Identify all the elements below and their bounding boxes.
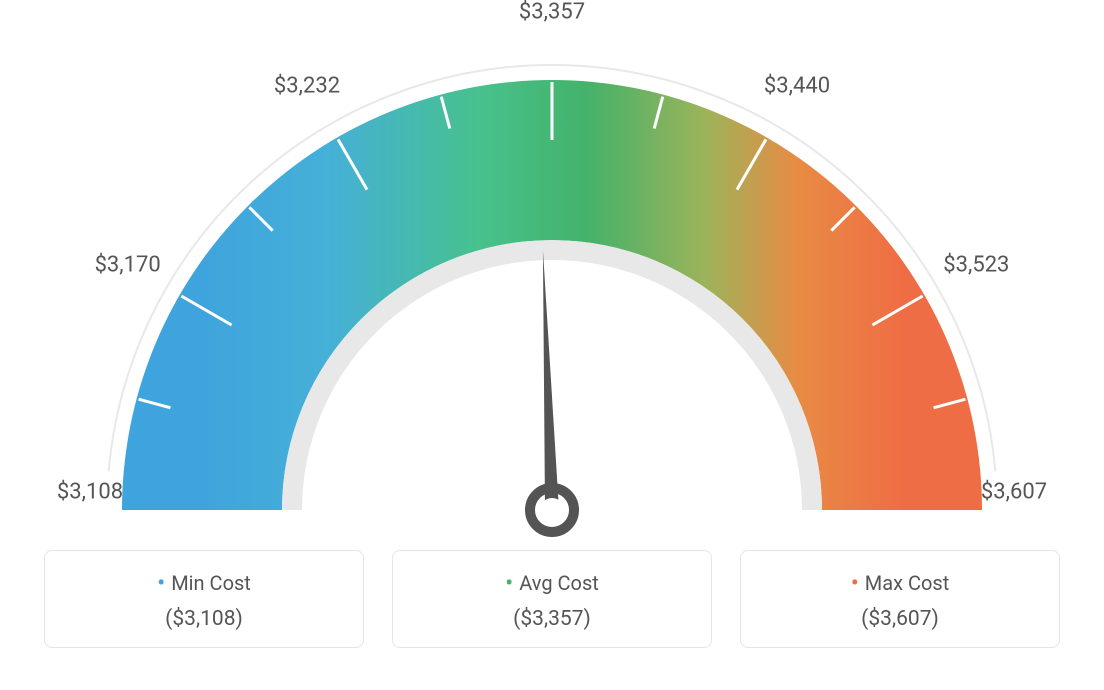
gauge-svg <box>0 0 1104 560</box>
gauge-tick-label: $3,440 <box>764 73 830 98</box>
legend-max-label: Max Cost <box>741 569 1059 597</box>
legend-min-value: ($3,108) <box>45 607 363 631</box>
legend-min-label: Min Cost <box>45 569 363 597</box>
legend-avg-label: Avg Cost <box>393 569 711 597</box>
legend-card-min: Min Cost ($3,108) <box>44 550 364 648</box>
gauge-tick-label: $3,232 <box>274 73 340 98</box>
legend-max-value: ($3,607) <box>741 607 1059 631</box>
gauge-tick-label: $3,523 <box>943 253 1009 278</box>
gauge-tick-label: $3,108 <box>57 480 123 505</box>
gauge-tick-label: $3,357 <box>519 0 585 25</box>
legend-avg-value: ($3,357) <box>393 607 711 631</box>
legend-card-avg: Avg Cost ($3,357) <box>392 550 712 648</box>
gauge-tick-label: $3,170 <box>95 253 161 278</box>
gauge-chart: $3,108 $3,170 $3,232 $3,357 $3,440 $3,523 $3,6… <box>0 0 1104 540</box>
gauge-tick-label: $3,607 <box>981 480 1047 505</box>
legend-row: Min Cost ($3,108) Avg Cost ($3,357) Max … <box>0 550 1104 648</box>
legend-card-max: Max Cost ($3,607) <box>740 550 1060 648</box>
